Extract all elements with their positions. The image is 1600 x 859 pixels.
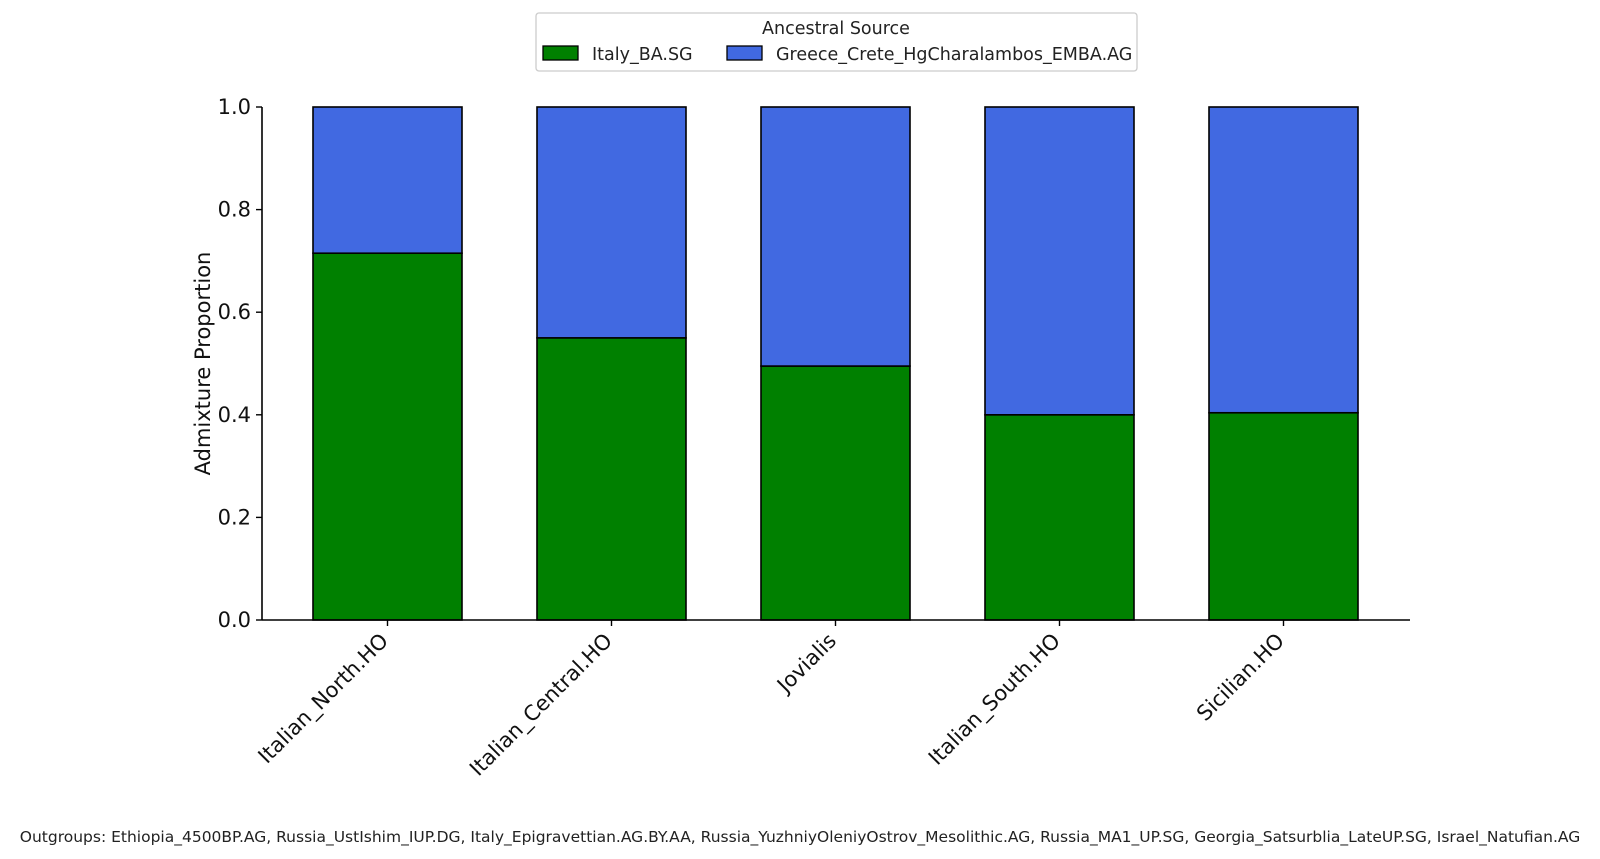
bar-greece-crete-4 (1208, 106, 1359, 414)
legend: Ancestral Source Italy_BA.SG Greece_Crete_… (535, 12, 1138, 72)
y-tick-label-2: 0.4 (218, 403, 251, 427)
x-tick-label-2: Jovialis (771, 629, 841, 699)
y-tick-label-3: 0.6 (218, 300, 251, 324)
outgroups-footnote: Outgroups: Ethiopia_4500BP.AG, Russia_Us… (19, 828, 1581, 846)
bar-italy-ba-4 (1208, 411, 1359, 621)
bar-italy-ba-2 (760, 365, 911, 621)
bar-italy-ba-1 (536, 337, 687, 621)
bar-italy-ba-0 (312, 252, 463, 621)
bar-greece-crete-0 (312, 106, 463, 255)
bar-greece-crete-1 (536, 106, 687, 339)
legend-frame (535, 12, 1138, 72)
x-tick-label-4: Sicilian.HO (1192, 629, 1289, 726)
x-tick-label-1: Italian_Central.HO (465, 629, 618, 782)
bar-italy-ba-3 (984, 413, 1135, 621)
y-axis-label: Admixture Proportion (191, 252, 215, 476)
x-tick-label-0: Italian_North.HO (253, 629, 393, 769)
legend-title: Ancestral Source (762, 19, 910, 39)
bar-greece-crete-2 (760, 106, 911, 367)
legend-label-1: Greece_Crete_HgCharalambos_EMBA.AG (776, 45, 1132, 65)
legend-label-0: Italy_BA.SG (592, 45, 693, 65)
x-tick-label-3: Italian_South.HO (924, 629, 1066, 771)
y-tick-label-1: 0.2 (218, 505, 251, 529)
y-tick-label-4: 0.8 (218, 198, 251, 222)
legend-swatch-1 (726, 45, 763, 61)
bars-layer (312, 106, 1359, 621)
y-tick-label-5: 1.0 (218, 95, 251, 119)
legend-swatch-0 (542, 45, 579, 61)
bar-greece-crete-3 (984, 106, 1135, 416)
y-tick-label-0: 0.0 (218, 608, 251, 632)
